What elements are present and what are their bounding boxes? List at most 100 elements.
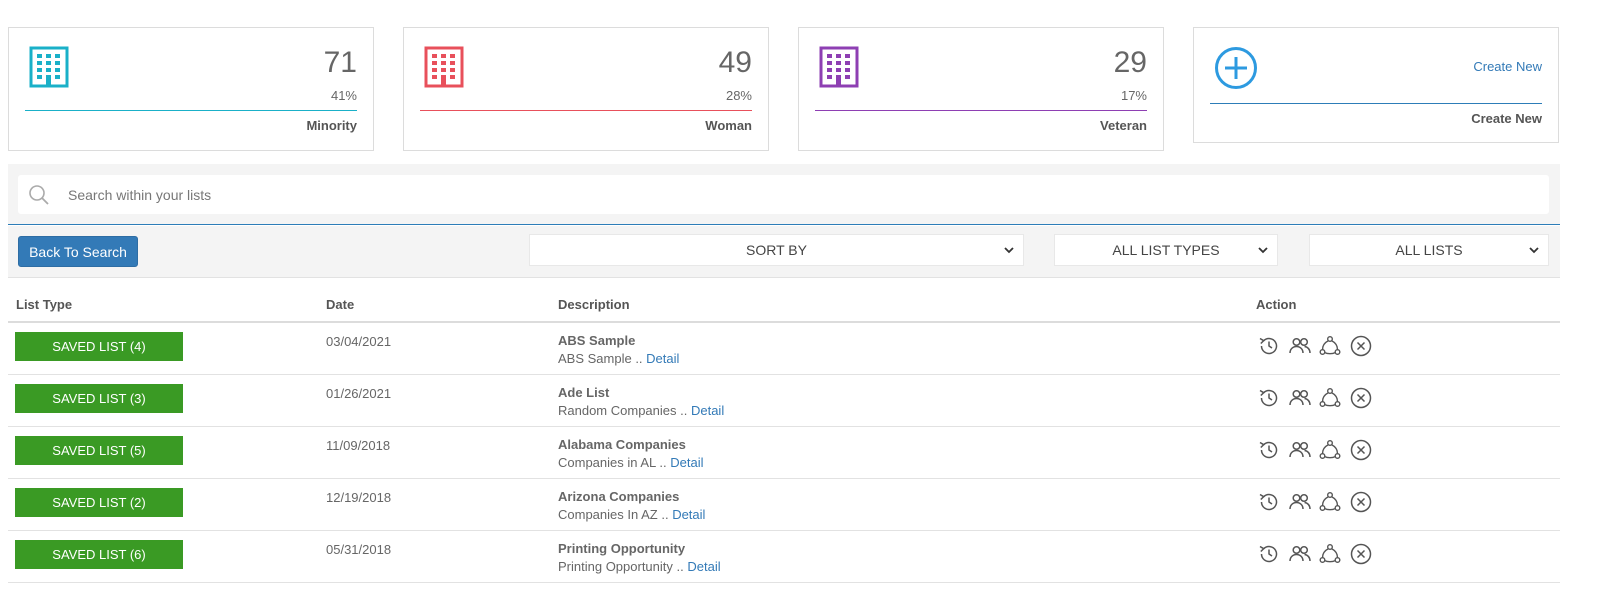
list-date: 12/19/2018 — [326, 490, 392, 505]
detail-link[interactable]: Detail — [646, 351, 680, 366]
list-title: Arizona Companies — [558, 489, 680, 504]
stat-card-veteran: 29 17% Veteran — [798, 27, 1164, 151]
stat-divider — [420, 110, 752, 111]
table-row: SAVED LIST (5) 11/09/2018 Alabama Compan… — [8, 427, 1560, 479]
stat-label: Veteran — [1100, 118, 1147, 133]
list-type-badge[interactable]: SAVED LIST (3) — [15, 384, 183, 413]
list-type-badge[interactable]: SAVED LIST (6) — [15, 540, 183, 569]
table-row: SAVED LIST (3) 01/26/2021 Ade List Rando… — [8, 375, 1560, 427]
detail-link[interactable]: Detail — [690, 403, 725, 418]
col-description[interactable]: Description — [558, 297, 630, 312]
detail-link[interactable]: Detail — [670, 455, 704, 470]
list-date: 05/31/2018 — [326, 542, 392, 557]
users-icon[interactable] — [1288, 542, 1312, 566]
list-subtitle: Printing Opportunity .. — [558, 559, 684, 574]
history-icon[interactable] — [1257, 438, 1281, 462]
table-header: List Type Date Description Action — [8, 286, 1560, 323]
stat-count: 71 — [323, 46, 357, 79]
list-toolbar: Back To Search SORT BY ALL LIST TYPES AL… — [8, 226, 1560, 278]
users-icon[interactable] — [1288, 334, 1312, 358]
chevron-down-icon — [1004, 247, 1014, 254]
col-list-type[interactable]: List Type — [16, 297, 73, 312]
table-row: SAVED LIST (6) 05/31/2018 Printing Oppor… — [8, 531, 1560, 583]
list-description: ABS Sample .. Detail — [558, 351, 679, 366]
create-new-link[interactable]: Create New — [1473, 59, 1542, 74]
list-description: Printing Opportunity .. Detail — [558, 559, 721, 574]
close-circle-icon[interactable] — [1349, 386, 1373, 410]
list-date: 11/09/2018 — [326, 438, 391, 453]
close-circle-icon[interactable] — [1349, 490, 1373, 514]
search-box — [18, 175, 1549, 214]
lists-select[interactable]: ALL LISTS — [1309, 234, 1549, 266]
list-date: 03/04/2021 — [326, 334, 392, 349]
stat-card-minority: 71 41% Minority — [8, 27, 374, 151]
building-icon — [424, 46, 464, 88]
list-type-badge[interactable]: SAVED LIST (4) — [15, 332, 183, 361]
list-title: ABS Sample — [558, 333, 636, 348]
users-icon[interactable] — [1288, 386, 1312, 410]
detail-link[interactable]: Detail — [672, 507, 706, 522]
list-type-badge[interactable]: SAVED LIST (5) — [15, 436, 183, 465]
stat-percent: 41% — [330, 88, 357, 103]
history-icon[interactable] — [1257, 334, 1281, 358]
close-circle-icon[interactable] — [1349, 334, 1373, 358]
create-new-label: Create New — [1471, 111, 1542, 126]
create-new-card: Create New Create New — [1193, 27, 1559, 143]
stat-cards: 71 41% Minority 49 28% Woman — [8, 27, 1590, 151]
detail-link[interactable]: Detail — [687, 559, 721, 574]
list-types-value: ALL LIST TYPES — [1112, 242, 1220, 258]
users-icon[interactable] — [1288, 438, 1312, 462]
create-divider — [1210, 103, 1542, 104]
share-icon[interactable] — [1318, 490, 1342, 514]
building-icon — [29, 46, 69, 88]
chevron-down-icon — [1258, 247, 1268, 254]
table-body: SAVED LIST (4) 03/04/2021 ABS Sample ABS… — [8, 323, 1560, 583]
list-description: Random Companies .. Detail — [558, 403, 724, 418]
list-types-select[interactable]: ALL LIST TYPES — [1054, 234, 1278, 266]
stat-divider — [25, 110, 357, 111]
stat-percent: 28% — [725, 88, 752, 103]
close-circle-icon[interactable] — [1349, 438, 1373, 462]
stat-count: 29 — [1113, 46, 1147, 79]
stat-card-woman: 49 28% Woman — [403, 27, 769, 151]
search-icon — [29, 185, 49, 205]
list-type-badge[interactable]: SAVED LIST (2) — [15, 488, 183, 517]
list-title: Alabama Companies — [558, 437, 686, 452]
table-row: SAVED LIST (2) 12/19/2018 Arizona Compan… — [8, 479, 1560, 531]
share-icon[interactable] — [1318, 542, 1342, 566]
stat-divider — [815, 110, 1147, 111]
col-action: Action — [1256, 297, 1297, 312]
stat-count: 49 — [718, 46, 752, 79]
history-icon[interactable] — [1257, 542, 1281, 566]
sort-by-select[interactable]: SORT BY — [529, 234, 1024, 266]
stat-label: Woman — [705, 118, 752, 133]
table-row: SAVED LIST (4) 03/04/2021 ABS Sample ABS… — [8, 323, 1560, 375]
sort-by-value: SORT BY — [746, 242, 807, 258]
list-description: Companies In AZ .. Detail — [558, 507, 705, 522]
list-subtitle: Companies In AZ .. — [558, 507, 669, 522]
plus-circle-icon[interactable] — [1214, 46, 1258, 90]
list-title: Printing Opportunity — [558, 541, 686, 556]
list-date: 01/26/2021 — [326, 386, 392, 401]
history-icon[interactable] — [1257, 490, 1281, 514]
list-subtitle: Random Companies .. — [558, 403, 688, 418]
share-icon[interactable] — [1318, 438, 1342, 462]
search-input[interactable] — [58, 175, 1538, 214]
chevron-down-icon — [1529, 247, 1539, 254]
lists-value: ALL LISTS — [1395, 242, 1463, 258]
building-icon — [819, 46, 859, 88]
list-subtitle: Companies in AL .. — [558, 455, 667, 470]
lists-table: List Type Date Description Action SAVED … — [8, 286, 1560, 583]
history-icon[interactable] — [1257, 386, 1281, 410]
close-circle-icon[interactable] — [1349, 542, 1373, 566]
list-title: Ade List — [558, 385, 610, 400]
stat-label: Minority — [306, 118, 357, 133]
back-to-search-button[interactable]: Back To Search — [18, 236, 138, 267]
search-bar — [8, 164, 1560, 225]
share-icon[interactable] — [1318, 386, 1342, 410]
list-subtitle: ABS Sample .. — [558, 351, 643, 366]
stat-percent: 17% — [1120, 88, 1147, 103]
col-date[interactable]: Date — [326, 297, 355, 312]
share-icon[interactable] — [1318, 334, 1342, 358]
users-icon[interactable] — [1288, 490, 1312, 514]
